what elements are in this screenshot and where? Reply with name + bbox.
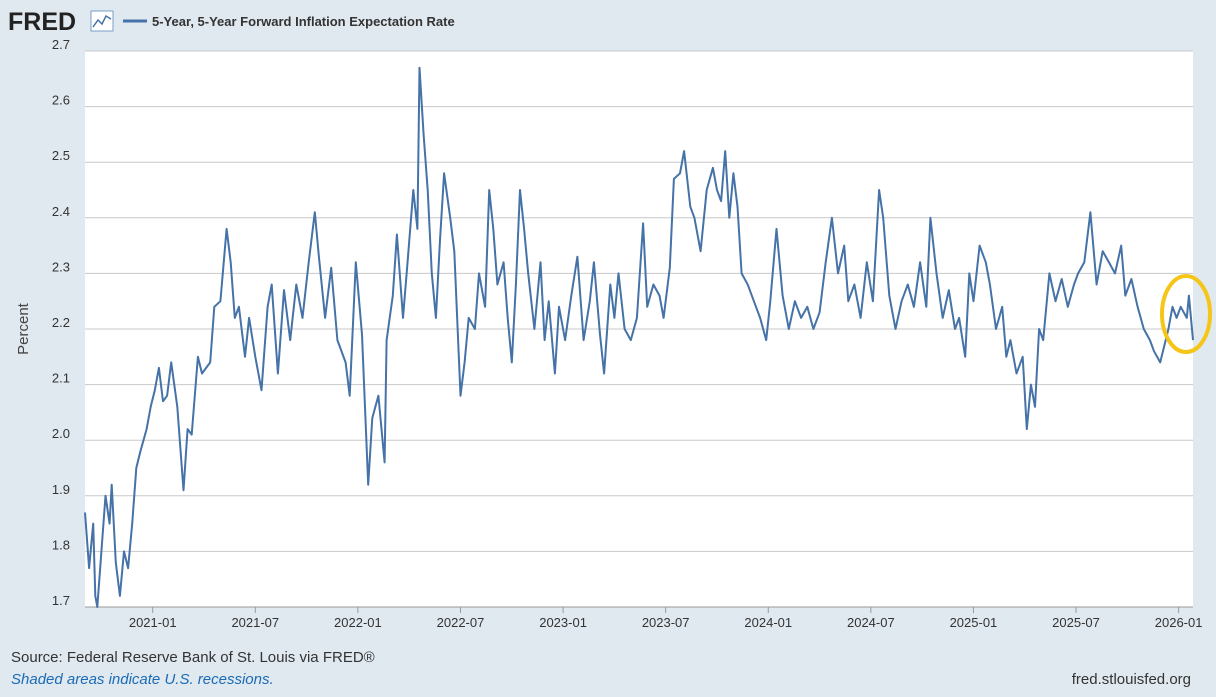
x-tick-label: 2025-01 bbox=[950, 615, 998, 630]
recession-note: Shaded areas indicate U.S. recessions. bbox=[11, 671, 274, 688]
x-tick-label: 2023-07 bbox=[642, 615, 690, 630]
y-tick-label: 2.4 bbox=[52, 204, 70, 219]
x-tick-label: 2022-01 bbox=[334, 615, 382, 630]
y-tick-label: 2.3 bbox=[52, 259, 70, 274]
y-tick-label: 2.2 bbox=[52, 315, 70, 330]
y-tick-label: 1.8 bbox=[52, 537, 70, 552]
y-tick-label: 1.9 bbox=[52, 482, 70, 497]
x-tick-label: 2021-07 bbox=[231, 615, 279, 630]
marks: 1.7 1.8 1.9 2.0 2.1 2.2 2.3 2.4 2.5 2.6 2.7 2021-01… bbox=[52, 37, 1203, 630]
y-tick-label: 2.5 bbox=[52, 148, 70, 163]
y-axis-label: Percent bbox=[15, 302, 32, 355]
y-tick-label: 2.0 bbox=[52, 426, 70, 441]
x-tick-label: 2025-07 bbox=[1052, 615, 1100, 630]
graph-icon bbox=[90, 10, 114, 32]
x-tick-label: 2024-07 bbox=[847, 615, 895, 630]
x-tick-label: 2021-01 bbox=[129, 615, 177, 630]
y-tick-label: 2.1 bbox=[52, 371, 70, 386]
logo: FRED bbox=[8, 8, 76, 36]
site: fred.stlouisfed.org bbox=[1072, 671, 1191, 688]
x-tick-label: 2022-07 bbox=[437, 615, 485, 630]
source: Source: Federal Reserve Bank of St. Loui… bbox=[11, 649, 375, 666]
data-line bbox=[84, 66, 1194, 608]
highlight-circle bbox=[1160, 274, 1212, 354]
y-tick-label: 1.7 bbox=[52, 593, 70, 608]
x-tick-label: 2023-01 bbox=[539, 615, 587, 630]
x-tick-label: 2024-01 bbox=[744, 615, 792, 630]
y-tick-label: 2.6 bbox=[52, 93, 70, 108]
x-tick-label: 2026-01 bbox=[1155, 615, 1203, 630]
y-tick-label: 2.7 bbox=[52, 37, 70, 52]
legend-label: 5-Year, 5-Year Forward Inflation Expecta… bbox=[152, 14, 455, 29]
